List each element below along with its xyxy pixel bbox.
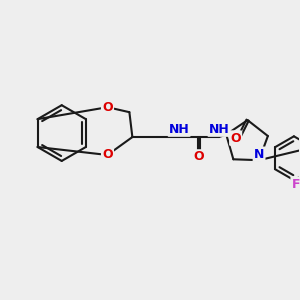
Text: NH: NH	[169, 123, 190, 136]
Text: NH: NH	[208, 123, 229, 136]
Text: O: O	[230, 132, 241, 145]
Text: O: O	[194, 151, 204, 164]
Text: O: O	[102, 101, 113, 114]
Text: O: O	[102, 148, 113, 161]
Text: F: F	[292, 178, 300, 190]
Text: N: N	[254, 148, 264, 161]
